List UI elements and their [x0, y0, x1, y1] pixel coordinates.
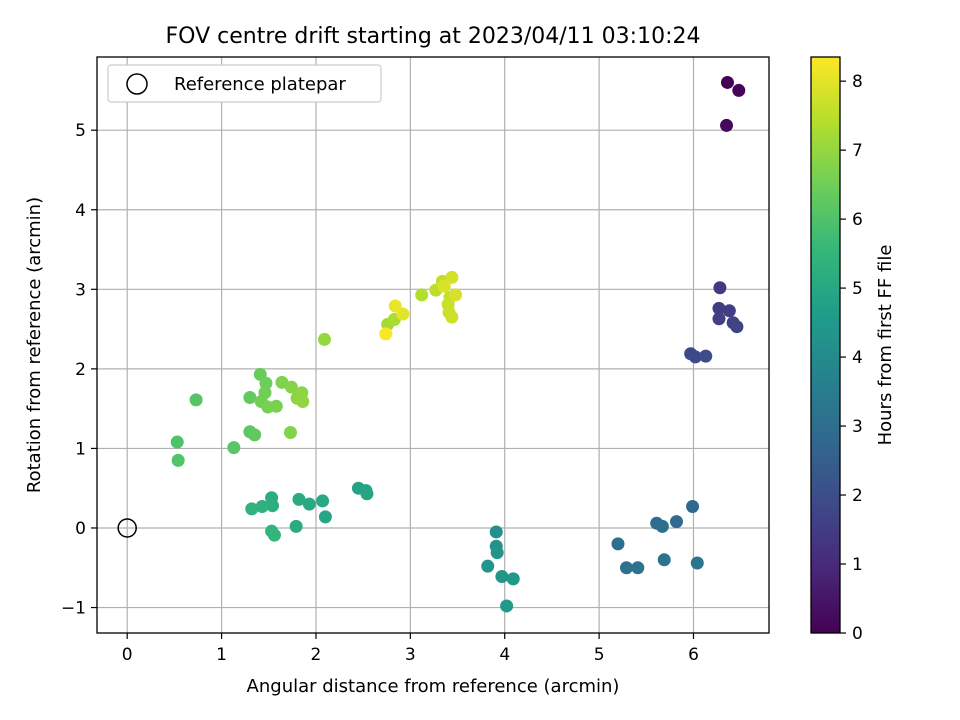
colorbar-scale [810, 56, 841, 634]
data-point [657, 553, 671, 567]
data-point [259, 376, 273, 390]
x-tick-label: 2 [311, 645, 322, 665]
colorbar-tick-label: 0 [852, 624, 863, 644]
data-point [445, 310, 459, 324]
data-point [189, 393, 203, 407]
y-tick-label: 5 [75, 121, 86, 141]
colorbar-tick-label: 5 [852, 279, 863, 299]
x-tick-label: 0 [122, 645, 133, 665]
x-axis-label: Angular distance from reference (arcmin) [247, 676, 620, 697]
x-tick-label: 3 [405, 645, 416, 665]
y-tick-label: 1 [75, 439, 86, 459]
data-point [267, 528, 281, 542]
data-point [490, 546, 504, 560]
data-point [686, 500, 700, 514]
data-point [495, 570, 509, 584]
legend-marker [126, 73, 148, 95]
data-point [388, 299, 402, 313]
legend-box [107, 64, 382, 103]
data-point [712, 312, 726, 326]
data-point [732, 83, 746, 97]
data-point [269, 399, 283, 413]
colorbar-tick-label: 4 [852, 348, 863, 368]
x-tick-label: 4 [499, 645, 510, 665]
data-point [296, 394, 310, 408]
data-point [415, 288, 429, 302]
data-point [688, 350, 702, 364]
plot-frame [96, 56, 770, 634]
colorbar: 0 1 2 3 4 5 6 7 8 Hours from first FF file [810, 56, 896, 644]
data-point [284, 380, 298, 394]
data-point [670, 515, 684, 529]
data-point [437, 279, 451, 293]
y-tick-label: 2 [75, 360, 86, 380]
data-point [690, 556, 704, 570]
data-point [611, 537, 625, 551]
data-point [655, 519, 669, 533]
x-tick-label: 6 [688, 645, 699, 665]
data-point [481, 559, 495, 573]
y-tick-label: 0 [75, 519, 86, 539]
data-point [712, 301, 726, 315]
legend: Reference platepar [107, 64, 382, 103]
data-point [266, 499, 280, 513]
data-point [227, 441, 241, 455]
colorbar-tick-label: 1 [852, 555, 863, 575]
y-tick-label: 4 [75, 201, 86, 221]
scatter-points [170, 75, 746, 613]
data-point [379, 327, 393, 341]
data-point [243, 391, 257, 405]
y-axis-ticks: −1 0 1 2 3 4 5 [61, 121, 97, 619]
colorbar-tick-label: 2 [852, 486, 863, 506]
data-point [289, 519, 303, 533]
data-point [631, 561, 645, 575]
data-point [360, 487, 374, 501]
data-point [730, 320, 744, 334]
data-point [619, 561, 633, 575]
data-point [506, 572, 520, 586]
colorbar-tick-label: 6 [852, 210, 863, 230]
data-point [500, 599, 514, 613]
data-point [449, 288, 463, 302]
data-point [489, 525, 503, 539]
x-tick-label: 1 [216, 645, 227, 665]
data-point [171, 453, 185, 467]
x-tick-label: 5 [594, 645, 605, 665]
y-tick-label: 3 [75, 280, 86, 300]
data-point [255, 500, 269, 514]
colorbar-tick-label: 3 [852, 417, 863, 437]
data-point [317, 332, 331, 346]
y-tick-label: −1 [61, 599, 86, 619]
reference-point [117, 518, 137, 538]
data-point [445, 270, 459, 284]
colorbar-label: Hours from first FF file [875, 245, 896, 446]
data-point [302, 497, 316, 511]
colorbar-tick-label: 7 [852, 141, 863, 161]
data-point [283, 426, 297, 440]
data-point [699, 349, 713, 363]
grid-lines [97, 57, 769, 633]
colorbar-ticks: 0 1 2 3 4 5 6 7 8 [840, 72, 863, 644]
legend-label: Reference platepar [174, 74, 346, 95]
data-point [248, 428, 262, 442]
data-point [720, 75, 734, 89]
data-point [722, 304, 736, 318]
data-point [170, 435, 184, 449]
data-point [316, 494, 330, 508]
data-point [318, 510, 332, 524]
colorbar-tick-label: 8 [852, 72, 863, 92]
data-point [245, 502, 259, 516]
data-point [292, 492, 306, 506]
data-point [720, 118, 734, 132]
data-point [713, 281, 727, 295]
chart-title: FOV centre drift starting at 2023/04/11 … [166, 24, 701, 49]
y-axis-label: Rotation from reference (arcmin) [24, 197, 45, 493]
x-axis-ticks: 0 1 2 3 4 5 6 [122, 633, 699, 665]
